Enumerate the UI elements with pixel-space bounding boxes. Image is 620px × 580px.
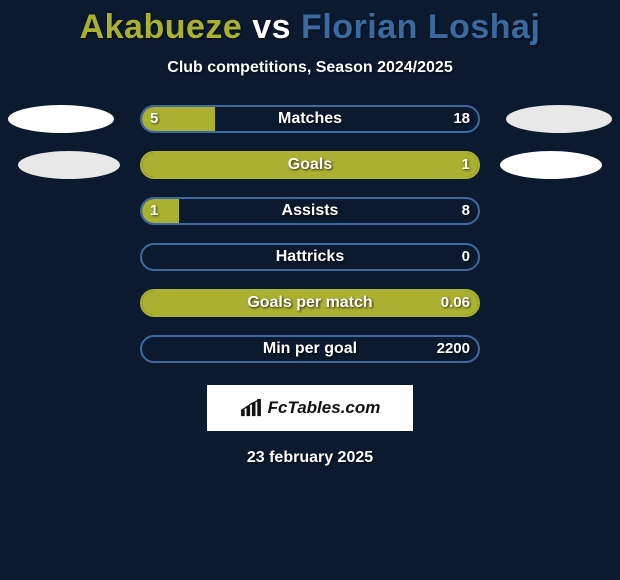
metric-value-right: 8 xyxy=(462,197,470,225)
metric-row: Assists1 8 xyxy=(140,197,480,225)
date: 23 february 2025 xyxy=(0,449,620,467)
metric-row: Hattricks0 xyxy=(140,243,480,271)
player1-avatar-placeholder-icon xyxy=(18,151,120,179)
bar-chart-icon xyxy=(240,399,262,417)
metric-label: Hattricks xyxy=(140,243,480,271)
metric-row: Goals per match0.06 xyxy=(140,289,480,317)
metric-label: Goals xyxy=(140,151,480,179)
brand-badge: FcTables.com xyxy=(207,385,413,431)
metric-value-left: 5 xyxy=(150,105,158,133)
player2-avatar-placeholder-icon xyxy=(506,105,612,133)
metric-label: Assists xyxy=(140,197,480,225)
subtitle: Club competitions, Season 2024/2025 xyxy=(0,59,620,77)
player1-name: Akabueze xyxy=(80,8,243,46)
vs-separator: vs xyxy=(252,8,291,46)
metric-row: Matches5 18 xyxy=(140,105,480,133)
metric-row: Goals1 xyxy=(140,151,480,179)
metric-row: Min per goal2200 xyxy=(140,335,480,363)
metric-label: Matches xyxy=(140,105,480,133)
metric-value-right: 18 xyxy=(453,105,470,133)
metric-value-right: 2200 xyxy=(437,335,470,363)
metric-value-right: 0 xyxy=(462,243,470,271)
brand-text: FcTables.com xyxy=(268,398,381,418)
metric-label: Min per goal xyxy=(140,335,480,363)
metric-value-right: 1 xyxy=(462,151,470,179)
comparison-title: Akabueze vs Florian Loshaj xyxy=(0,0,620,47)
player2-avatar-placeholder-icon xyxy=(500,151,602,179)
player1-avatar-placeholder-icon xyxy=(8,105,114,133)
metric-value-right: 0.06 xyxy=(441,289,470,317)
comparison-chart: Matches518Goals1Assists18Hattricks0Goals… xyxy=(0,105,620,363)
metric-label: Goals per match xyxy=(140,289,480,317)
player2-name: Florian Loshaj xyxy=(301,8,540,46)
metric-value-left: 1 xyxy=(150,197,158,225)
